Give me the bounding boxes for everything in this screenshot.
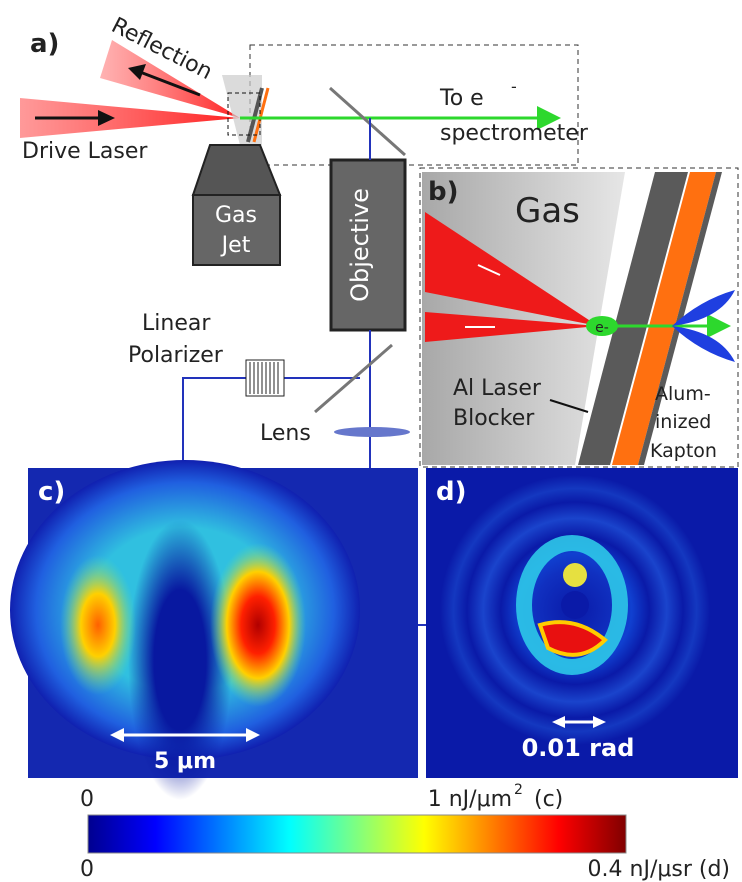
kapton-label: Alum- bbox=[655, 383, 711, 405]
hot-spot bbox=[563, 563, 587, 587]
nozzle bbox=[193, 145, 280, 195]
kapton-label: Kapton bbox=[650, 440, 717, 462]
electron-label: e- bbox=[595, 320, 609, 336]
gas-jet-label: Gas bbox=[215, 203, 257, 228]
objective-label: Objective bbox=[346, 188, 374, 302]
colorbar-label: 0 bbox=[80, 857, 94, 882]
blocker-label: Blocker bbox=[453, 406, 535, 431]
to-e-sup: - bbox=[511, 77, 517, 96]
panel-label: b) bbox=[428, 177, 459, 207]
colorbar-label-sup: 2 bbox=[514, 782, 523, 798]
panel-label: d) bbox=[436, 477, 467, 507]
to-e-label: To e bbox=[439, 86, 484, 111]
hot-spot bbox=[210, 543, 306, 707]
mirror bbox=[330, 88, 405, 155]
polarizer-label: Polarizer bbox=[128, 343, 224, 368]
colorbar-label: 0 bbox=[80, 787, 94, 812]
scale-label: 5 μm bbox=[154, 749, 216, 774]
gas-label: Gas bbox=[515, 191, 580, 231]
dashed-link bbox=[250, 45, 578, 165]
hot-spot bbox=[60, 555, 136, 695]
lens bbox=[334, 427, 410, 437]
panel-label: c) bbox=[38, 477, 65, 507]
center bbox=[561, 591, 589, 619]
panel-label: a) bbox=[30, 29, 59, 59]
figure: a) Reflection Drive Laser Gas Jet To e -… bbox=[0, 0, 742, 882]
scale-label: 0.01 rad bbox=[522, 734, 635, 762]
gas-jet-label: Jet bbox=[220, 233, 251, 258]
colorbar-label: 0.4 nJ/μsr (d) bbox=[588, 857, 730, 882]
blocker-label: Al Laser bbox=[453, 376, 542, 401]
colorbar bbox=[88, 815, 626, 853]
spectrometer-label: spectrometer bbox=[440, 121, 589, 146]
kapton-label: inized bbox=[655, 411, 711, 433]
drive-laser-label: Drive Laser bbox=[22, 139, 148, 164]
colorbar-label: 1 nJ/μm bbox=[428, 787, 512, 812]
colorbar-label: (c) bbox=[534, 787, 563, 812]
lens-label: Lens bbox=[260, 421, 311, 446]
polarizer-label: Linear bbox=[142, 311, 211, 336]
